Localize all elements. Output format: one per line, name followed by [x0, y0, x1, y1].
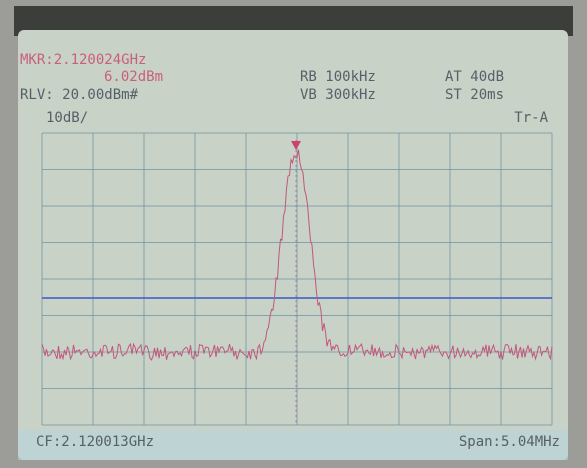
analyzer-display: MKR:2.120024GHz 6.02dBm RLV: 20.00dBm# R…: [0, 0, 587, 468]
marker-level: 6.02dBm: [104, 69, 163, 85]
sweep-time: ST 20ms: [445, 87, 504, 103]
vbw: VB 300kHz: [300, 87, 376, 103]
center-frequency: CF:2.120013GHz: [36, 434, 154, 450]
marker-frequency: MKR:2.120024GHz: [20, 52, 146, 68]
attenuation: AT 40dB: [445, 69, 504, 85]
scale: 10dB/: [46, 110, 88, 126]
page: {"screen": { "marker": "MKR:2.120024GHz"…: [0, 0, 587, 468]
trace-label: Tr-A: [514, 110, 548, 126]
reference-level: RLV: 20.00dBm#: [20, 87, 139, 103]
rbw: RB 100kHz: [300, 69, 376, 85]
span: Span:5.04MHz: [459, 434, 560, 450]
